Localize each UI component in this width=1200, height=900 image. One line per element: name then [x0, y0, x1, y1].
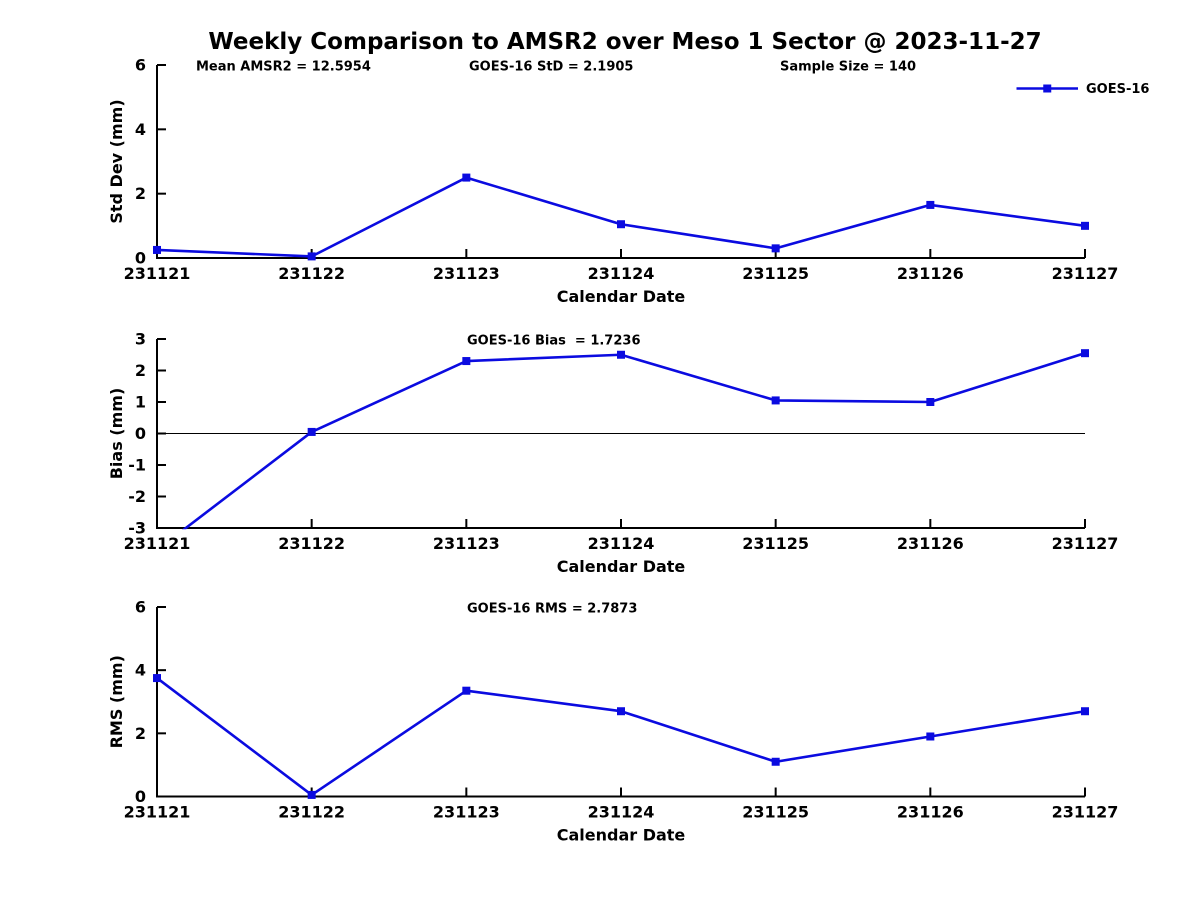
y-axis-title: Std Dev (mm)	[107, 99, 126, 223]
y-tick-label: -3	[128, 519, 146, 538]
x-tick-label: 231126	[897, 264, 964, 283]
data-point-marker	[462, 357, 471, 366]
y-tick-label: 0	[135, 424, 146, 443]
data-point-marker	[307, 790, 316, 799]
x-tick-label: 231121	[124, 534, 191, 553]
x-tick-label: 231124	[588, 264, 655, 283]
x-tick-label: 231122	[278, 803, 345, 822]
y-tick-label: 0	[135, 787, 146, 806]
x-axis-title: Calendar Date	[557, 557, 686, 576]
y-tick-label: -2	[128, 487, 146, 506]
data-point-marker	[307, 252, 316, 261]
y-tick-label: -1	[128, 456, 146, 475]
data-point-marker	[771, 244, 780, 253]
subplot-std-dev: 0 2 4 6 231121 231122 231123 231124 231125 231126…	[107, 56, 1149, 307]
x-tick-label: 231122	[278, 534, 345, 553]
data-point-marker	[1081, 349, 1089, 358]
x-tick-label: 231123	[433, 534, 500, 553]
y-tick-label: 2	[135, 724, 146, 743]
x-tick-label: 231123	[433, 803, 500, 822]
annotation-text: GOES-16 RMS = 2.7873	[467, 602, 637, 617]
legend: GOES-16	[1016, 82, 1149, 97]
data-point-marker	[617, 350, 625, 359]
data-point-marker	[153, 674, 161, 683]
y-axis-title: RMS (mm)	[107, 655, 126, 748]
data-point-marker	[926, 398, 935, 406]
y-tick-label: 1	[135, 393, 146, 412]
data-line-goes16	[156, 677, 1086, 797]
data-point-marker	[462, 686, 471, 695]
legend-label: GOES-16	[1086, 82, 1149, 97]
x-tick-label: 231126	[897, 534, 964, 553]
data-point-marker	[617, 220, 625, 229]
y-tick-label: 6	[135, 598, 146, 617]
data-point-marker	[1081, 221, 1089, 230]
y-tick-label: 4	[135, 120, 146, 139]
data-point-marker	[153, 245, 161, 254]
x-tick-label: 231121	[124, 803, 191, 822]
data-point-marker	[926, 200, 935, 209]
x-tick-label: 231123	[433, 264, 500, 283]
x-tick-label: 231121	[124, 264, 191, 283]
annotation-text: GOES-16 StD = 2.1905	[469, 60, 633, 75]
x-tick-label: 231125	[742, 264, 809, 283]
page-title: Weekly Comparison to AMSR2 over Meso 1 S…	[208, 29, 1042, 55]
data-point-marker	[307, 427, 316, 436]
annotation-text: Sample Size = 140	[780, 60, 916, 75]
subplot-bias: -3 -2 -1 0 1 2 3 231121 231122 231123 231124 231125…	[107, 330, 1118, 577]
y-tick-label: 2	[135, 361, 146, 380]
x-tick-label: 231125	[742, 534, 809, 553]
y-tick-label: 2	[135, 184, 146, 203]
annotation-text: Mean AMSR2 = 12.5954	[196, 60, 371, 75]
x-tick-label: 231124	[588, 534, 655, 553]
data-point-marker	[771, 757, 780, 766]
data-point-marker	[926, 732, 935, 741]
x-tick-label: 231126	[897, 803, 964, 822]
subplot-rms: 0 2 4 6 231121 231122 231123 231124 231125 231126…	[107, 598, 1118, 845]
y-tick-label: 3	[135, 330, 146, 349]
x-tick-label: 231122	[278, 264, 345, 283]
y-tick-label: 4	[135, 661, 146, 680]
data-point-marker	[1081, 707, 1089, 716]
x-tick-label: 231127	[1052, 264, 1119, 283]
x-axis-title: Calendar Date	[557, 287, 686, 306]
y-tick-label: 6	[135, 56, 146, 75]
x-tick-label: 231125	[742, 803, 809, 822]
data-point-marker	[462, 173, 471, 182]
x-tick-label: 231127	[1052, 534, 1119, 553]
x-tick-label: 231124	[588, 803, 655, 822]
data-point-marker	[771, 396, 780, 405]
data-line-goes16	[156, 176, 1086, 258]
data-point-marker	[617, 707, 625, 716]
y-axis-title: Bias (mm)	[107, 388, 126, 480]
y-tick-label: 0	[135, 249, 146, 268]
axis-border	[156, 607, 1085, 798]
legend-marker	[1043, 84, 1052, 93]
axis-border	[156, 65, 1085, 259]
x-axis-title: Calendar Date	[557, 826, 686, 845]
x-tick-label: 231127	[1052, 803, 1119, 822]
annotation-text: GOES-16 Bias = 1.7236	[467, 334, 641, 349]
